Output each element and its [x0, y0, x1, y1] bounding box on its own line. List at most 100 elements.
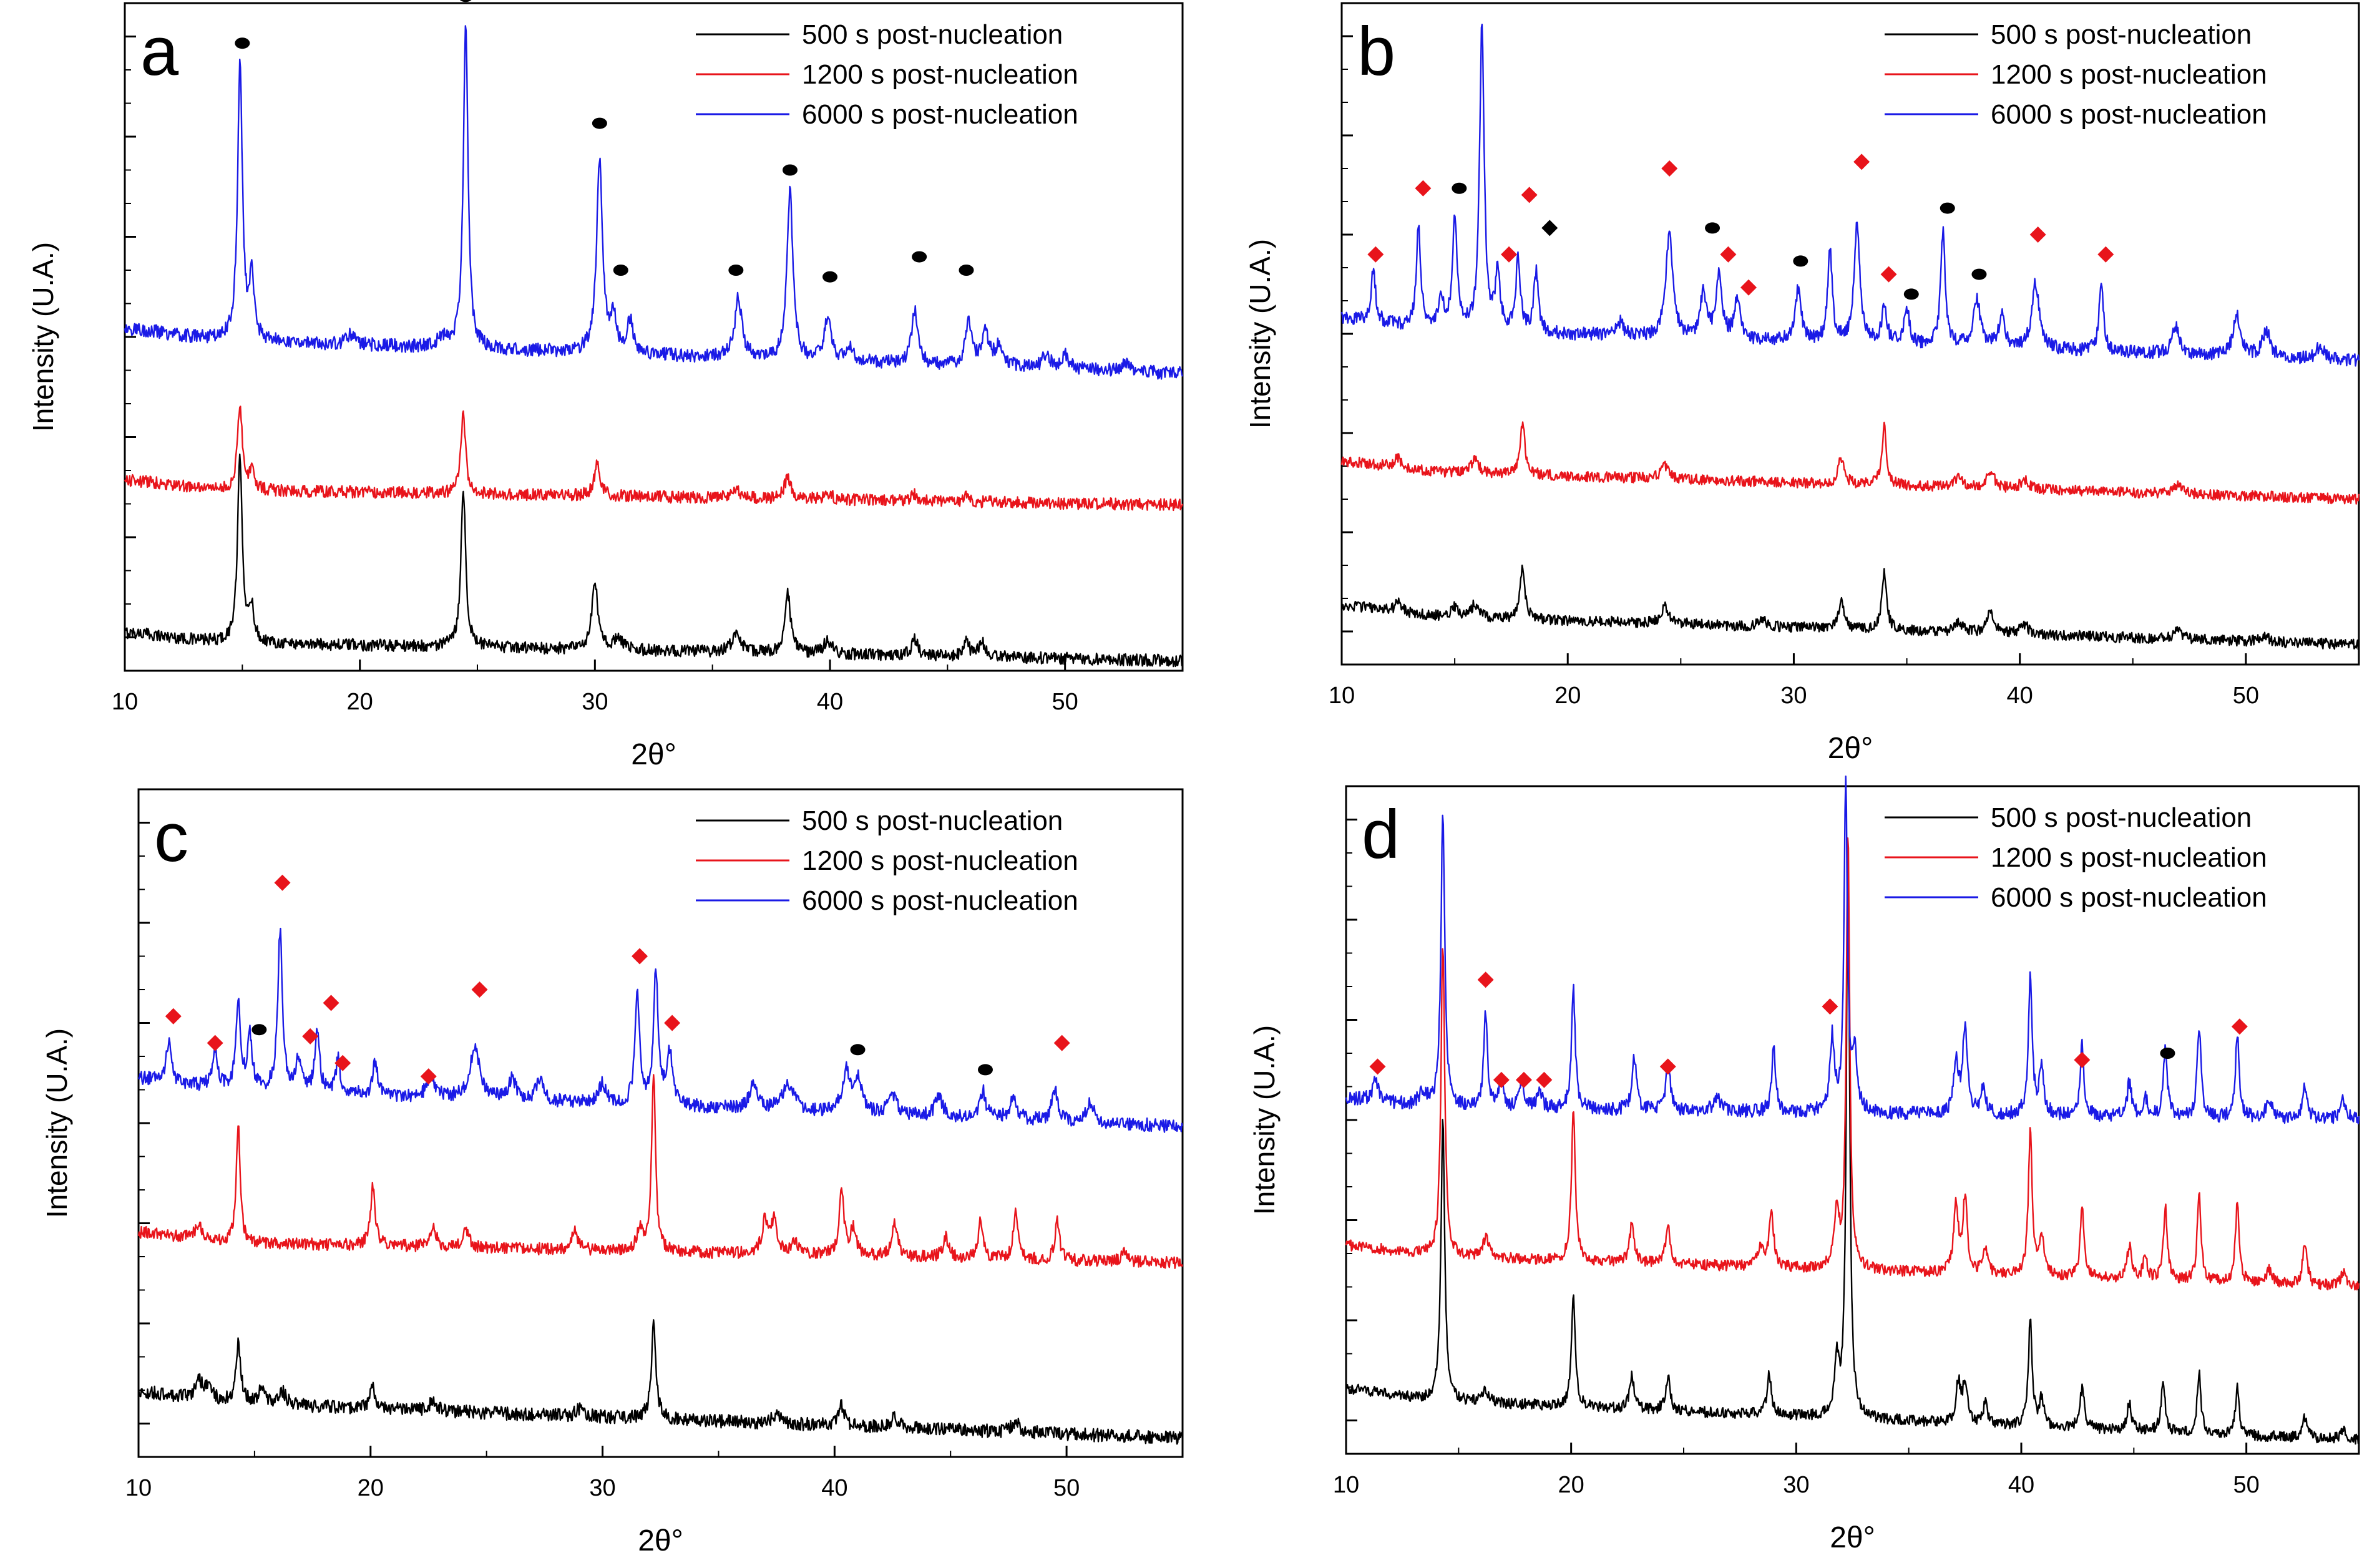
phase-marker-diamond: [2231, 1018, 2248, 1035]
legend-entry: 1200 s post-nucleation: [1991, 59, 2267, 90]
phase-marker-diamond: [2074, 1051, 2091, 1068]
x-tick-label: 10: [1329, 683, 1355, 709]
phase-marker-diamond: [1853, 153, 1870, 170]
legend-entry: 6000 s post-nucleation: [1991, 882, 2267, 913]
phase-marker-diamond: [1740, 279, 1757, 296]
phase-marker-circle: [251, 1024, 267, 1036]
x-tick-label: 20: [1554, 683, 1581, 709]
legend-entry: 1200 s post-nucleation: [802, 59, 1078, 90]
phase-marker-circle: [850, 1044, 866, 1056]
phase-marker-diamond: [323, 995, 339, 1011]
phase-marker-diamond: [1541, 220, 1558, 236]
panel-label: a: [140, 13, 179, 90]
legend-entry: 1200 s post-nucleation: [802, 845, 1078, 876]
series-line-500s: [124, 453, 1184, 668]
series-line-6000s: [124, 25, 1184, 380]
phase-marker-diamond: [420, 1068, 437, 1085]
phase-marker-circle: [1793, 255, 1808, 267]
x-tick-label: 40: [821, 1475, 847, 1501]
panel-d: 10 20 30 40 50 2θ° Intensity (U.A.) d 500 s post…: [1248, 775, 2360, 1554]
panel-label: d: [1362, 796, 1400, 873]
phase-marker-diamond: [1720, 246, 1737, 263]
legend-entry: 500 s post-nucleation: [1991, 802, 2252, 833]
y-axis-label: Intensity (U.A.): [41, 1028, 73, 1218]
phase-marker-circle: [1452, 182, 1467, 194]
phase-marker-circle: [782, 164, 798, 176]
phase-marker-diamond: [664, 1015, 681, 1031]
phase-marker-diamond: [334, 1054, 351, 1071]
phase-marker-diamond: [1536, 1071, 1553, 1088]
panel-a: 10 20 30 40 50 2θ° Intensity (U.A.) a 500 s post…: [27, 0, 1184, 771]
x-axis-label: 2θ°: [1828, 732, 1873, 765]
series-line-1200s: [1340, 421, 2360, 505]
phase-marker-diamond: [1521, 187, 1538, 203]
series-line-500s: [137, 1319, 1184, 1445]
series-line-1200s: [1345, 837, 2360, 1291]
phase-marker-diamond: [632, 948, 648, 965]
phase-marker-diamond: [1515, 1071, 1532, 1088]
x-tick-label: 30: [1780, 683, 1807, 709]
phase-marker-diamond: [207, 1035, 223, 1051]
x-tick-label: 50: [1053, 1475, 1080, 1501]
phase-marker-circle: [2160, 1048, 2175, 1059]
phase-marker-circle: [728, 265, 744, 276]
panel-label: b: [1357, 13, 1395, 90]
phase-marker-diamond: [1367, 246, 1384, 263]
y-axis-label: Intensity (U.A.): [1248, 1025, 1281, 1215]
phase-marker-circle: [822, 271, 837, 283]
phase-marker-circle: [592, 117, 607, 129]
phase-marker-diamond: [1659, 1058, 1676, 1075]
phase-marker-circle: [613, 265, 628, 276]
phase-marker-diamond: [1661, 160, 1678, 177]
x-tick-label: 10: [1333, 1472, 1359, 1498]
phase-marker-diamond: [2029, 226, 2046, 243]
phase-marker-circle: [1903, 288, 1919, 300]
x-tick-label: 10: [112, 689, 138, 715]
phase-marker-diamond: [2097, 246, 2114, 263]
legend-entry: 500 s post-nucleation: [802, 806, 1063, 836]
phase-marker-diamond: [1880, 266, 1897, 283]
x-tick-label: 20: [358, 1475, 384, 1501]
x-tick-label: 10: [125, 1475, 152, 1501]
phase-marker-circle: [1940, 202, 1955, 214]
phase-marker-diamond: [1822, 998, 1838, 1015]
series-line-1200s: [137, 1074, 1184, 1269]
panel-c: 10 20 30 40 50 2θ° Intensity (U.A.) c 500 s post…: [41, 788, 1184, 1557]
x-tick-label: 30: [1783, 1472, 1809, 1498]
legend-entry: 6000 s post-nucleation: [1991, 99, 2267, 130]
legend-entry: 500 s post-nucleation: [1991, 19, 2252, 50]
phase-marker-diamond: [1369, 1058, 1386, 1075]
x-tick-label: 40: [817, 689, 843, 715]
x-tick-label: 20: [1558, 1472, 1584, 1498]
series-line-500s: [1345, 864, 2360, 1445]
x-axis-label: 2θ°: [638, 1524, 683, 1557]
legend-entry: 6000 s post-nucleation: [802, 99, 1078, 130]
phase-marker-diamond: [1493, 1071, 1510, 1088]
phase-marker-circle: [1971, 268, 1987, 280]
x-tick-label: 20: [347, 689, 373, 715]
series-line-1200s: [124, 406, 1184, 512]
legend-entry: 6000 s post-nucleation: [802, 885, 1078, 916]
phase-marker-diamond: [471, 981, 488, 998]
phase-marker-diamond: [274, 874, 291, 891]
phase-marker-circle: [912, 251, 927, 263]
phase-marker-diamond: [1501, 246, 1518, 263]
phase-marker-diamond: [1053, 1035, 1070, 1051]
phase-marker-circle: [459, 0, 472, 2]
legend-entry: 1200 s post-nucleation: [1991, 842, 2267, 873]
y-axis-label: Intensity (U.A.): [27, 242, 59, 432]
y-axis-label: Intensity (U.A.): [1244, 239, 1276, 429]
phase-marker-diamond: [165, 1008, 182, 1025]
phase-marker-circle: [977, 1064, 993, 1076]
series-line-500s: [1340, 564, 2360, 650]
x-axis-label: 2θ°: [631, 738, 676, 771]
x-axis-label: 2θ°: [1830, 1521, 1875, 1554]
panel-b: 10 20 30 40 50 2θ° Intensity (U.A.) b 500 s post…: [1244, 2, 2360, 765]
series-line-6000s: [137, 927, 1184, 1133]
series-line-6000s: [1340, 23, 2360, 367]
x-tick-label: 40: [2007, 683, 2033, 709]
phase-marker-diamond: [1477, 971, 1494, 988]
x-tick-label: 50: [1052, 689, 1078, 715]
x-tick-label: 50: [2233, 1472, 2260, 1498]
series-line-6000s: [1345, 775, 2360, 1125]
